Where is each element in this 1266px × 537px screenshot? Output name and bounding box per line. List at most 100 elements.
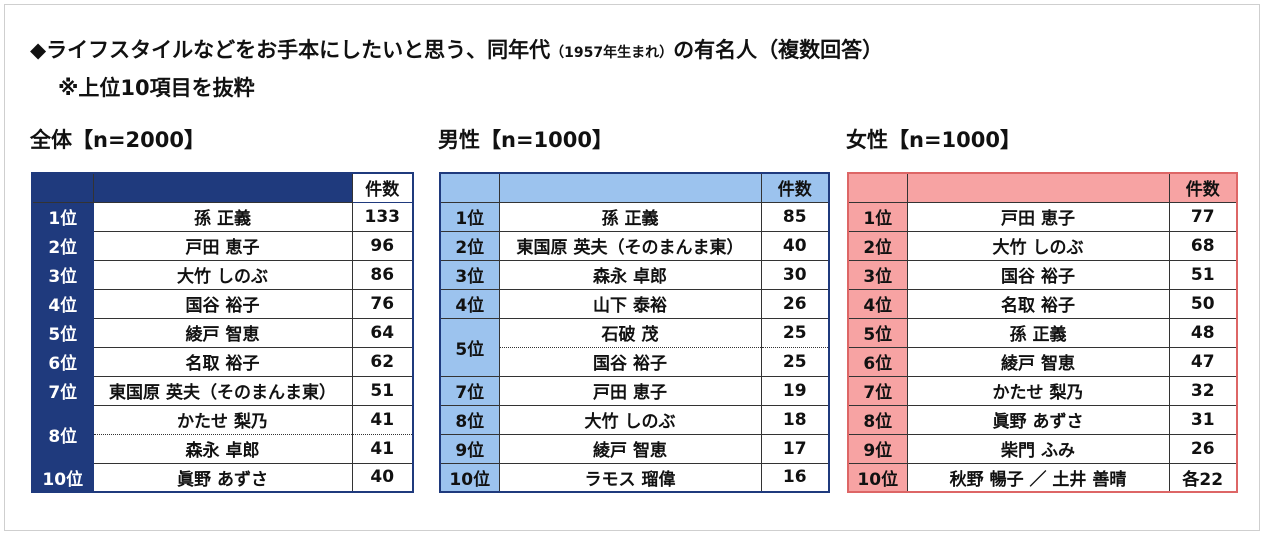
count-cell: 26	[760, 288, 830, 319]
rank-cell: 6位	[31, 346, 94, 377]
overall-heading: 全体【n=2000】	[30, 128, 205, 152]
female-table-row: 7位 かたせ 梨乃 32	[847, 375, 1238, 406]
male-table-row: 2位 東国原 英夫（そのまんま東） 40	[439, 230, 830, 261]
name-cell: 名取 裕子	[92, 346, 353, 377]
name-cell: 眞野 あずさ	[92, 462, 353, 493]
name-cell: 東国原 英夫（そのまんま東）	[92, 375, 353, 406]
count-cell: 68	[1168, 230, 1238, 261]
count-cell: 各22	[1168, 462, 1238, 493]
count-cell: 31	[1168, 404, 1238, 435]
rank-cell: 7位	[31, 375, 94, 406]
name-cell: 森永 卓郎	[92, 433, 353, 464]
name-cell: 石破 茂	[498, 317, 762, 348]
female-table-row: 4位 名取 裕子 50	[847, 288, 1238, 319]
overall-header-cell: 件数	[351, 172, 414, 203]
count-cell: 19	[760, 375, 830, 406]
rank-cell: 1位	[439, 201, 500, 232]
female-table-row: 9位 柴門 ふみ 26	[847, 433, 1238, 464]
female-table-row: 1位 戸田 恵子 77	[847, 201, 1238, 232]
count-cell: 86	[351, 259, 414, 290]
count-cell: 133	[351, 201, 414, 232]
rank-cell: 10位	[847, 462, 908, 493]
male-table-row: 8位 大竹 しのぶ 18	[439, 404, 830, 435]
rank-cell: 1位	[847, 201, 908, 232]
overall-table-row: 2位 戸田 恵子 96	[31, 230, 414, 261]
female-header-cell	[847, 172, 908, 203]
name-cell: 孫 正義	[92, 201, 353, 232]
female-ranking-table: 件数 1位 戸田 恵子 77 2位 大竹 しのぶ 68 3位 国谷 裕子 51 4位 名取 裕子 50 5…	[847, 172, 1238, 493]
female-table-row: 6位 綾戸 智恵 47	[847, 346, 1238, 377]
count-cell: 26	[1168, 433, 1238, 464]
count-cell: 18	[760, 404, 830, 435]
count-cell: 41	[351, 404, 414, 435]
rank-cell: 2位	[847, 230, 908, 261]
male-header-cell	[439, 172, 500, 203]
count-cell: 85	[760, 201, 830, 232]
overall-table-row: 4位 国谷 裕子 76	[31, 288, 414, 319]
count-cell: 25	[760, 317, 830, 348]
female-table-row: 10位 秋野 暢子 ／ 土井 善晴 各22	[847, 462, 1238, 493]
rank-cell: 1位	[31, 201, 94, 232]
female-header-cell	[906, 172, 1170, 203]
rank-cell: 10位	[31, 462, 94, 493]
overall-ranking-table: 件数 1位孫 正義 133 2位 戸田 恵子 96 3位 大竹 しのぶ 86 4位 国谷 裕子 76 5…	[31, 172, 414, 493]
name-cell: 戸田 恵子	[498, 375, 762, 406]
overall-table-row: 7位 東国原 英夫（そのまんま東） 51	[31, 375, 414, 406]
count-cell: 17	[760, 433, 830, 464]
overall-table-row: 8位 かたせ 梨乃 41	[31, 404, 414, 464]
male-ranking-table: 件数 1位孫 正義 85 2位 東国原 英夫（そのまんま東） 40 3位 森永 卓郎 30 4位山…	[439, 172, 830, 493]
rank-cell: 6位	[847, 346, 908, 377]
overall-table-row: 5位 綾戸 智恵 64	[31, 317, 414, 348]
count-cell: 96	[351, 230, 414, 261]
name-cell: 国谷 裕子	[906, 259, 1170, 290]
name-cell: 綾戸 智恵	[92, 317, 353, 348]
male-header-row: 件数	[439, 172, 830, 203]
male-table-row: 3位 森永 卓郎 30	[439, 259, 830, 290]
count-cell: 76	[351, 288, 414, 319]
rank-cell: 3位	[31, 259, 94, 290]
count-cell: 30	[760, 259, 830, 290]
count-cell: 40	[351, 462, 414, 493]
rank-cell: 7位	[439, 375, 500, 406]
count-cell: 41	[351, 433, 414, 464]
overall-header-row: 件数	[31, 172, 414, 203]
count-cell: 77	[1168, 201, 1238, 232]
count-cell: 32	[1168, 375, 1238, 406]
overall-header-cell	[31, 172, 94, 203]
name-cell: かたせ 梨乃	[906, 375, 1170, 406]
rank-cell: 4位	[31, 288, 94, 319]
rank-cell: 8位	[439, 404, 500, 435]
count-cell: 47	[1168, 346, 1238, 377]
male-table-row: 国谷 裕子 25	[440, 346, 830, 377]
rank-cell: 4位	[439, 288, 500, 319]
count-cell: 50	[1168, 288, 1238, 319]
title-birth-note: （1957年生まれ）	[550, 45, 674, 61]
rank-cell: 3位	[847, 259, 908, 290]
name-cell: 戸田 恵子	[92, 230, 353, 261]
overall-table-row: 6位 名取 裕子 62	[31, 346, 414, 377]
name-cell: かたせ 梨乃	[92, 404, 353, 435]
title-main: ◆ライフスタイルなどをお手本にしたいと思う、同年代	[30, 38, 551, 62]
name-cell: 山下 泰裕	[498, 288, 762, 319]
count-cell: 25	[760, 346, 830, 377]
figure-title: ◆ライフスタイルなどをお手本にしたいと思う、同年代（1957年生まれ）の有名人（…	[30, 34, 883, 64]
overall-table-row: 1位孫 正義 133	[31, 201, 414, 232]
name-cell: 国谷 裕子	[92, 288, 353, 319]
male-table-row: 4位 山下 泰裕 26	[439, 288, 830, 319]
rank-cell: 5位	[31, 317, 94, 348]
name-cell: 孫 正義	[498, 201, 762, 232]
count-cell: 62	[351, 346, 414, 377]
female-heading: 女性【n=1000】	[846, 128, 1021, 152]
male-header-cell: 件数	[760, 172, 830, 203]
name-cell: 大竹 しのぶ	[92, 259, 353, 290]
female-table-row: 5位孫 正義 48	[847, 317, 1238, 348]
count-cell: 48	[1168, 317, 1238, 348]
rank-cell: 9位	[847, 433, 908, 464]
female-header-cell: 件数	[1168, 172, 1238, 203]
rank-cell: 10位	[439, 462, 500, 493]
rank-cell: 9位	[439, 433, 500, 464]
name-cell: 東国原 英夫（そのまんま東）	[498, 230, 762, 261]
excerpt-note: ※上位10項目を抜粋	[58, 76, 255, 100]
overall-header-cell	[92, 172, 353, 203]
rank-cell: 5位	[847, 317, 908, 348]
